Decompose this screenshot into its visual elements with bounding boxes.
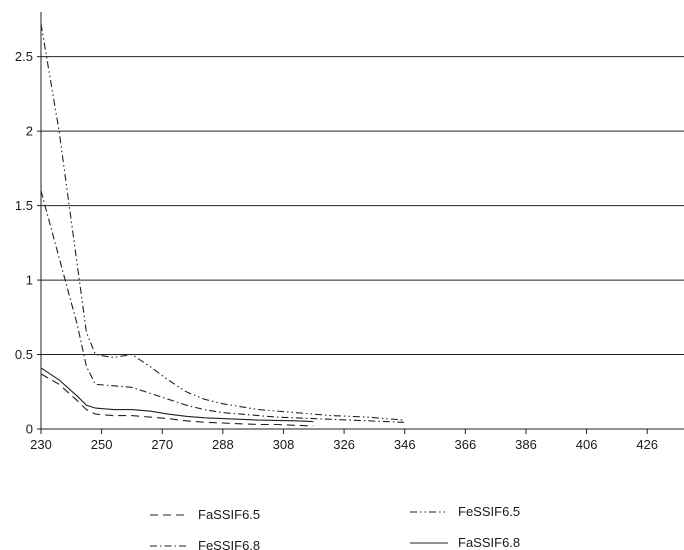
legend-label: FaSSIF6.8 <box>458 535 520 550</box>
y-tick-labels: 0 0.5 1 1.5 2 2.5 <box>15 49 41 437</box>
gridlines <box>41 56 684 356</box>
x-tick-label: 366 <box>454 437 476 452</box>
axes <box>40 12 684 433</box>
y-tick-label: 0 <box>26 422 33 437</box>
series-lines <box>40 23 405 427</box>
legend-label: FeSSIF6.8 <box>198 538 260 550</box>
y-tick-label: 2 <box>26 124 33 139</box>
x-tick-label: 386 <box>515 437 537 452</box>
x-tick-labels: 230 250 270 288 308 326 346 366 386 406 426 <box>30 429 658 452</box>
y-tick-label: 1.5 <box>15 198 33 213</box>
x-tick-label: 250 <box>91 437 113 452</box>
x-tick-label: 270 <box>151 437 173 452</box>
x-tick-label: 346 <box>394 437 416 452</box>
series-line-2 <box>40 190 405 423</box>
series-line-3 <box>40 367 314 423</box>
x-tick-label: 406 <box>576 437 598 452</box>
x-tick-label: 308 <box>273 437 295 452</box>
series-line-0 <box>40 373 314 427</box>
x-tick-label: 230 <box>30 437 52 452</box>
legend-label: FeSSIF6.5 <box>458 504 520 519</box>
x-tick-label: 426 <box>636 437 658 452</box>
y-tick-label: 1 <box>26 273 33 288</box>
x-tick-label: 326 <box>333 437 355 452</box>
legend: FaSSIF6.5 FeSSIF6.5 FeSSIF6.8 FaSSIF6.8 <box>150 504 520 550</box>
x-tick-label: 288 <box>212 437 234 452</box>
y-tick-label: 0.5 <box>15 347 33 362</box>
legend-label: FaSSIF6.5 <box>198 507 260 522</box>
y-tick-label: 2.5 <box>15 49 33 64</box>
series-line-1 <box>40 23 405 421</box>
